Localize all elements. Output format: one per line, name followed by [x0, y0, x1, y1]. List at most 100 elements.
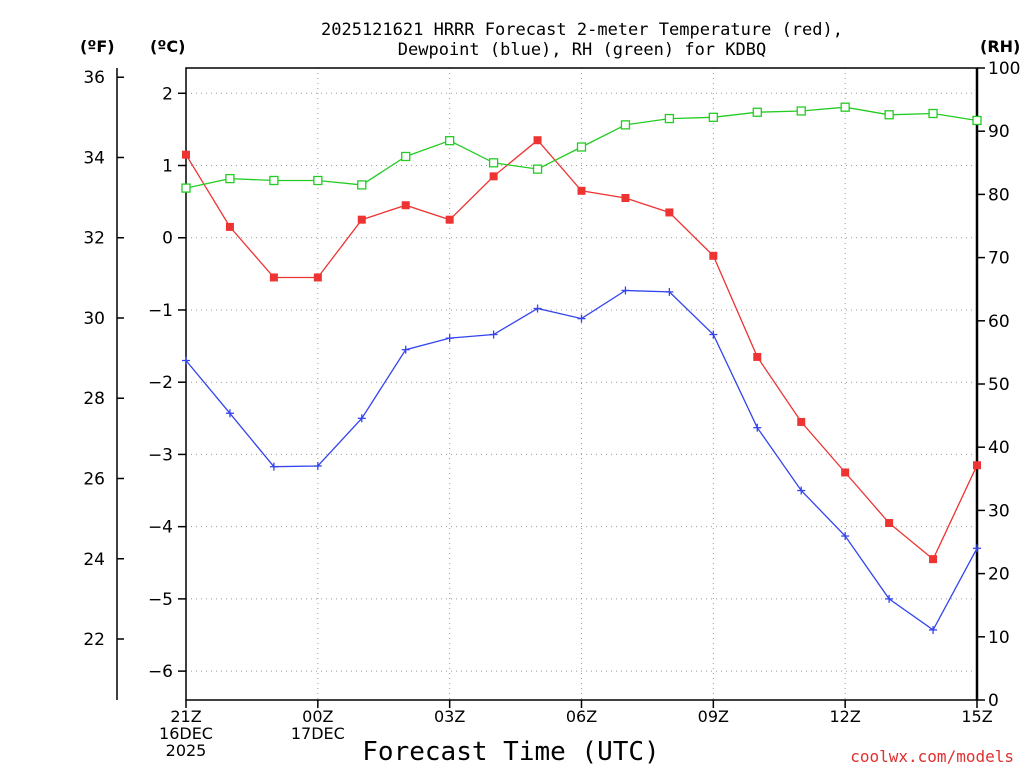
fahrenheit-tick-label: 26: [83, 469, 105, 489]
temperature-point: [182, 150, 190, 159]
celsius-unit-label: (ºC): [150, 37, 185, 56]
temperature-point: [401, 201, 410, 210]
dewpoint-point: [841, 532, 850, 541]
rh-unit-label: (RH): [980, 37, 1020, 56]
dewpoint-point: [885, 594, 894, 603]
rh-point: [840, 102, 850, 112]
rh-point: [928, 108, 938, 119]
watermark: coolwx.com/models: [850, 747, 1014, 766]
temperature-point: [665, 208, 674, 217]
rh-point: [269, 175, 279, 186]
rh-tick-label: 50: [988, 375, 1010, 395]
fahrenheit-tick-label: 34: [83, 148, 105, 168]
temperature-point: [973, 461, 981, 470]
celsius-tick-label: −5: [148, 590, 173, 610]
fahrenheit-tick-label: 28: [83, 389, 105, 409]
dewpoint-point: [577, 314, 586, 323]
x-axis-label: Forecast Time (UTC): [362, 737, 659, 767]
dewpoint-point: [797, 486, 806, 495]
celsius-tick-label: −6: [148, 662, 173, 682]
rh-point: [357, 180, 367, 190]
rh-point: [796, 106, 806, 116]
rh-point: [752, 107, 762, 117]
rh-tick-label: 90: [988, 122, 1010, 142]
rh-tick-label: 60: [988, 312, 1010, 332]
fahrenheit-tick-label: 36: [83, 68, 105, 88]
temperature-point: [753, 352, 762, 361]
title-line-2: Dewpoint (blue), RH (green) for KDBQ: [398, 40, 766, 60]
x-tick-label: 03Z: [434, 707, 465, 726]
dewpoint-point: [489, 330, 498, 339]
x-tick-label: 12Z: [830, 707, 861, 726]
rh-point: [532, 164, 543, 174]
x-tick-label: 06Z: [566, 707, 597, 726]
rh-tick-label: 40: [988, 438, 1010, 458]
rh-tick-label: 20: [988, 565, 1010, 585]
rh-tick-label: 100: [988, 59, 1020, 79]
temperature-point: [357, 215, 366, 224]
temperature-point: [621, 194, 630, 203]
dewpoint-point: [313, 461, 322, 470]
temperature-point: [489, 172, 498, 181]
fahrenheit-tick-label: 30: [83, 309, 105, 329]
rh-point: [972, 115, 982, 126]
rh-point: [313, 175, 323, 186]
dewpoint-point: [621, 286, 630, 295]
dewpoint-point: [401, 345, 410, 354]
temperature-point: [797, 417, 806, 426]
celsius-tick-label: −2: [148, 373, 173, 393]
temperature-point: [225, 222, 234, 231]
x-tick-label: 21Z: [170, 707, 201, 726]
axes: 210−1−2−3−4−5−63634323028262422100908070…: [83, 59, 1020, 760]
temperature-point: [577, 186, 586, 195]
temperature-point: [445, 215, 454, 224]
dewpoint-point: [269, 462, 278, 471]
temperature-point: [533, 136, 542, 145]
grid-lines: [185, 68, 978, 700]
x-tick-label: 16DEC: [159, 724, 213, 743]
x-tick-label: 15Z: [961, 707, 992, 726]
x-tick-label: 09Z: [698, 707, 729, 726]
rh-point: [181, 183, 191, 193]
celsius-tick-label: −1: [148, 301, 173, 321]
temperature-point: [841, 468, 850, 477]
rh-point: [445, 136, 455, 146]
dewpoint-point: [533, 304, 542, 313]
fahrenheit-tick-label: 22: [83, 630, 105, 650]
dewpoint-point: [357, 414, 366, 423]
rh-point: [620, 120, 631, 130]
temperature-point: [885, 519, 894, 528]
x-tick-label: 00Z: [302, 707, 333, 726]
celsius-tick-label: −4: [148, 518, 173, 538]
x-tick-label: 2025: [166, 741, 207, 760]
dewpoint-point: [973, 544, 981, 553]
temperature-point: [709, 251, 718, 260]
temperature-point: [929, 555, 938, 564]
rh-tick-label: 0: [988, 691, 999, 711]
celsius-tick-label: 1: [162, 157, 173, 177]
temperature-point: [269, 273, 278, 282]
fahrenheit-tick-label: 24: [83, 550, 105, 570]
fahrenheit-tick-label: 32: [83, 229, 105, 249]
dewpoint-point: [753, 423, 762, 432]
rh-tick-label: 30: [988, 501, 1010, 521]
series-group: [181, 102, 982, 634]
rh-point: [488, 158, 499, 168]
dewpoint-point: [665, 287, 674, 296]
rh-point: [401, 151, 411, 162]
fahrenheit-unit-label: (ºF): [80, 37, 115, 56]
temperature-point: [313, 273, 322, 282]
dewpoint-point: [225, 409, 234, 418]
rh-point: [225, 173, 235, 184]
rh-point: [664, 113, 675, 124]
rh-tick-label: 80: [988, 185, 1010, 205]
dewpoint-point: [182, 356, 190, 365]
rh-point: [576, 142, 587, 152]
chart-title: 2025121621 HRRR Forecast 2-meter Tempera…: [321, 20, 843, 60]
celsius-tick-label: 2: [162, 84, 173, 104]
celsius-tick-label: −3: [148, 445, 173, 465]
celsius-tick-label: 0: [162, 229, 173, 249]
x-tick-label: 17DEC: [291, 724, 345, 743]
title-line-1: 2025121621 HRRR Forecast 2-meter Tempera…: [321, 20, 843, 40]
